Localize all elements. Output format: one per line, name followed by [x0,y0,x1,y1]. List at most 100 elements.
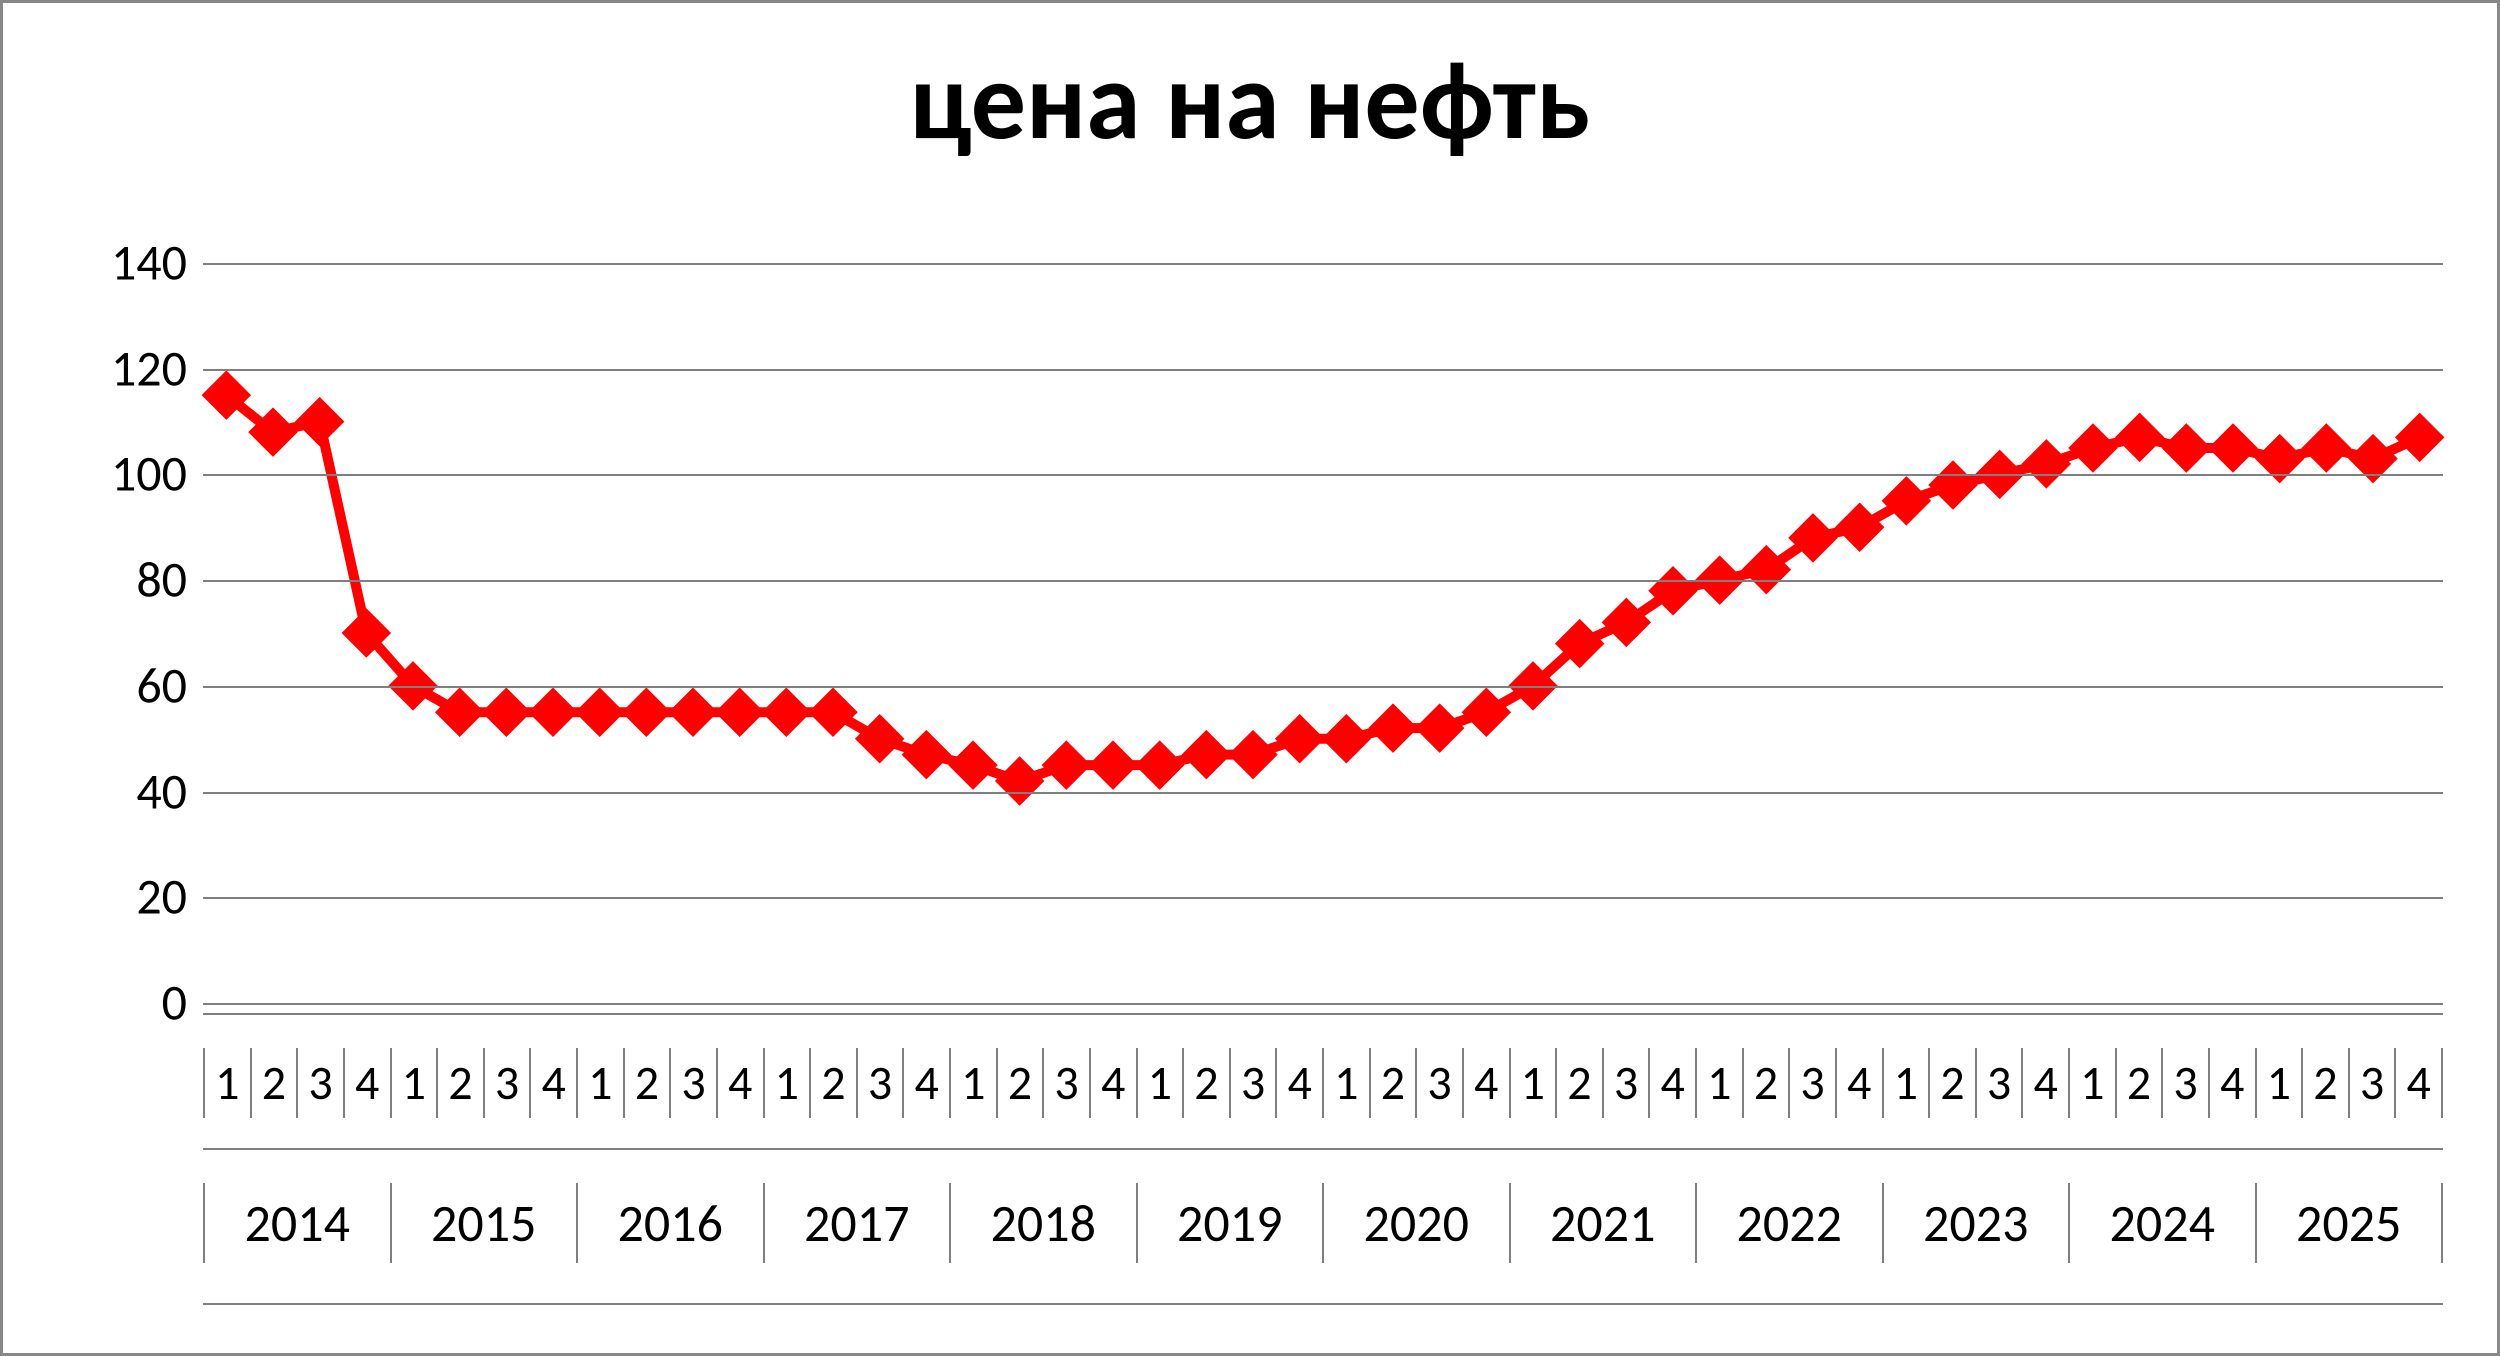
gridline [203,474,2443,476]
x-tick-quarter: 4 [902,1048,949,1118]
x-tick-quarter: 3 [1788,1048,1835,1118]
x-tick-quarter: 1 [2255,1048,2302,1118]
x-tick-quarter: 3 [1042,1048,1089,1118]
x-tick-quarter: 3 [2161,1048,2208,1118]
gridline [203,897,2443,899]
series-marker [1416,704,1464,752]
x-tick-quarter: 1 [1882,1048,1929,1118]
x-tick-quarter: 2 [1928,1048,1975,1118]
gridline [203,1003,2443,1005]
x-tick-quarter: 2 [1182,1048,1229,1118]
series-marker [1322,715,1370,763]
x-tick-quarter: 2 [623,1048,670,1118]
y-tick-label: 120 [7,338,187,399]
x-tick-quarter: 1 [1322,1048,1369,1118]
y-tick-label: 80 [7,550,187,611]
y-tick-label: 0 [7,973,187,1034]
x-tick-quarter: 4 [1089,1048,1136,1118]
series-marker [996,757,1044,805]
series-marker [2302,424,2350,472]
line-series [203,263,2443,1003]
series-marker [1136,741,1184,789]
x-tick-year: 2018 [949,1183,1136,1263]
x-tick-quarter: 1 [1509,1048,1556,1118]
x-tick-quarter: 4 [1835,1048,1882,1118]
gridline [203,369,2443,371]
series-marker [716,688,764,736]
series-marker [1882,477,1930,525]
series-marker [902,731,950,779]
series-marker [2396,413,2444,461]
x-tick-year: 2014 [203,1183,390,1263]
y-tick-label: 140 [7,233,187,294]
x-tick-quarter: 3 [1975,1048,2022,1118]
x-tick-year: 2019 [1136,1183,1323,1263]
x-tick-quarter: 4 [1275,1048,1322,1118]
y-tick-label: 20 [7,867,187,928]
x-tick-quarter: 1 [390,1048,437,1118]
x-tick-year: 2024 [2068,1183,2255,1263]
gridline [203,263,2443,265]
x-tick-year: 2022 [1695,1183,1882,1263]
x-tick-quarter: 3 [669,1048,716,1118]
x-tick-quarter: 1 [1136,1048,1183,1118]
x-tick-quarter: 4 [343,1048,390,1118]
series-marker [2022,440,2070,488]
x-tick-quarter: 2 [1369,1048,1416,1118]
x-tick-quarter: 4 [2208,1048,2255,1118]
y-tick-label: 40 [7,761,187,822]
gridline [203,580,2443,582]
x-tick-year: 2015 [390,1183,577,1263]
x-tick-quarter: 1 [763,1048,810,1118]
x-tick-quarter: 4 [1462,1048,1509,1118]
series-marker [2209,424,2257,472]
x-tick-quarter: 2 [436,1048,483,1118]
series-marker [482,688,530,736]
series-marker [1369,704,1417,752]
x-tick-quarter: 3 [1229,1048,1276,1118]
series-marker [1929,461,1977,509]
series-marker [576,688,624,736]
series-marker [1462,688,1510,736]
x-tick-quarter: 2 [2301,1048,2348,1118]
x-tick-quarter: 3 [1415,1048,1462,1118]
series-marker [762,688,810,736]
series-marker [1836,503,1884,551]
x-tick-quarter: 3 [1602,1048,1649,1118]
series-marker [1276,715,1324,763]
series-marker [1042,741,1090,789]
x-tick-quarter: 1 [949,1048,996,1118]
series-marker [809,688,857,736]
x-tick-year: 2021 [1509,1183,1696,1263]
series-marker [2162,424,2210,472]
x-tick-quarter: 1 [576,1048,623,1118]
x-tick-quarter: 2 [250,1048,297,1118]
plot-area [203,263,2443,1003]
x-tick-quarter: 3 [483,1048,530,1118]
x-tick-quarter: 4 [2394,1048,2443,1118]
x-tick-quarter: 3 [2348,1048,2395,1118]
series-marker [2069,424,2117,472]
x-tick-quarter: 2 [1555,1048,1602,1118]
y-tick-label: 100 [7,444,187,505]
series-marker [1182,731,1230,779]
series-marker [622,688,670,736]
x-axis-years: 2014201520162017201820192020202120222023… [203,1183,2443,1263]
x-axis-quarters: 1234123412341234123412341234123412341234… [203,1048,2443,1118]
x-tick-quarter: 2 [1742,1048,1789,1118]
x-tick-quarter: 4 [529,1048,576,1118]
series-marker [2116,413,2164,461]
x-tick-quarter: 3 [296,1048,343,1118]
series-marker [1229,731,1277,779]
x-tick-quarter: 1 [2068,1048,2115,1118]
series-marker [529,688,577,736]
x-tick-quarter: 3 [856,1048,903,1118]
x-tick-year: 2017 [763,1183,950,1263]
series-marker [296,398,344,446]
x-tick-quarter: 2 [996,1048,1043,1118]
gridline [203,792,2443,794]
series-marker [669,688,717,736]
y-tick-label: 60 [7,655,187,716]
x-tick-quarter: 4 [2021,1048,2068,1118]
series-marker [1089,741,1137,789]
